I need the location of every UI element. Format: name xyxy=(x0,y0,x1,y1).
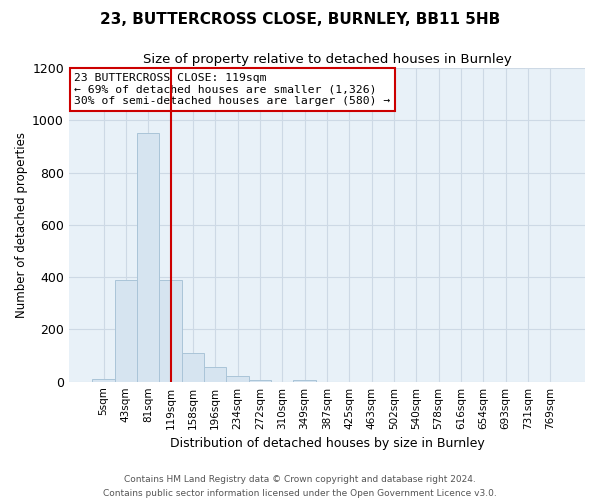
Bar xyxy=(182,353,204,382)
Bar xyxy=(137,134,160,382)
Bar xyxy=(160,280,182,382)
Text: 23 BUTTERCROSS CLOSE: 119sqm
← 69% of detached houses are smaller (1,326)
30% of: 23 BUTTERCROSS CLOSE: 119sqm ← 69% of de… xyxy=(74,73,391,106)
Bar xyxy=(204,368,226,382)
Bar xyxy=(293,380,316,382)
Text: 23, BUTTERCROSS CLOSE, BURNLEY, BB11 5HB: 23, BUTTERCROSS CLOSE, BURNLEY, BB11 5HB xyxy=(100,12,500,28)
Bar xyxy=(115,280,137,382)
Y-axis label: Number of detached properties: Number of detached properties xyxy=(15,132,28,318)
Bar xyxy=(92,379,115,382)
Bar xyxy=(249,380,271,382)
X-axis label: Distribution of detached houses by size in Burnley: Distribution of detached houses by size … xyxy=(170,437,484,450)
Text: Contains HM Land Registry data © Crown copyright and database right 2024.
Contai: Contains HM Land Registry data © Crown c… xyxy=(103,476,497,498)
Title: Size of property relative to detached houses in Burnley: Size of property relative to detached ho… xyxy=(143,52,511,66)
Bar xyxy=(226,376,249,382)
